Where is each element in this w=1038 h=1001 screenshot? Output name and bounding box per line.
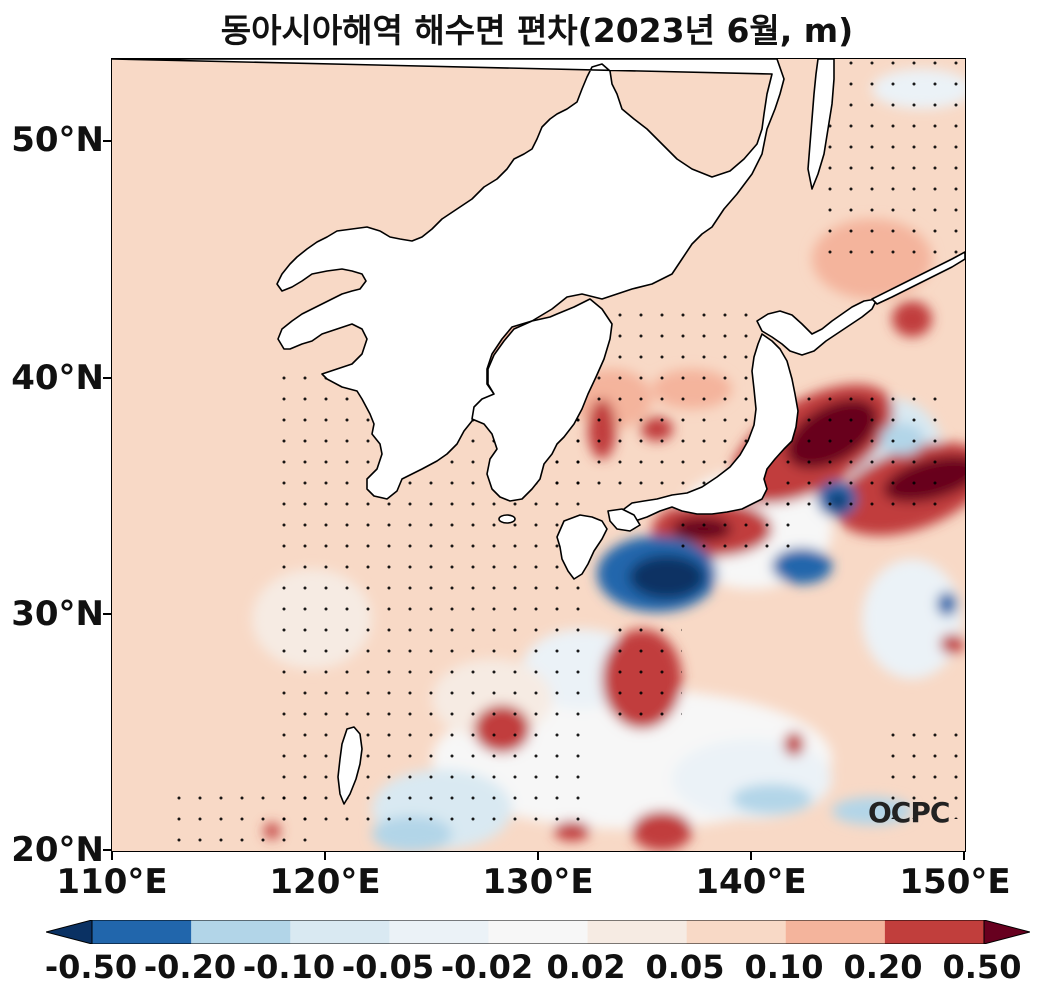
ocpc-watermark: OCPC [868, 796, 950, 829]
japan-shikoku [607, 508, 641, 532]
colorbar-over-arrow [983, 920, 1030, 944]
lon-label-150e: 150°E [899, 862, 1011, 902]
colorbar [46, 920, 1030, 944]
colorbar-segment [884, 920, 985, 944]
lon-tick-140e [750, 852, 752, 860]
colorbar-label: -0.20 [143, 948, 237, 986]
coastlines [112, 59, 965, 805]
colorbar-label: -0.50 [44, 948, 138, 986]
colorbar-label: -0.10 [242, 948, 336, 986]
japan-hokkaido [756, 298, 878, 356]
colorbar-label: 0.05 [645, 948, 725, 986]
continent-landmass [112, 59, 785, 500]
colorbar-under-arrow [46, 920, 93, 944]
colorbar-label: -0.02 [440, 948, 534, 986]
colorbar-segment [92, 920, 192, 944]
lat-tick-20n [103, 849, 111, 851]
lat-tick-50n [103, 140, 111, 142]
korean-peninsula [471, 298, 613, 502]
colorbar-label: 0.20 [843, 948, 923, 986]
japan-kyushu [556, 514, 608, 580]
lon-label-140e: 140°E [695, 862, 807, 902]
colorbar-segment [587, 920, 688, 944]
lon-tick-150e [963, 852, 965, 860]
lon-tick-120e [324, 852, 326, 860]
colorbar-segment [290, 920, 390, 944]
colorbar-segment [488, 920, 589, 944]
lon-label-130e: 130°E [482, 862, 594, 902]
lat-label-40n: 40°N [11, 358, 104, 398]
lat-label-20n: 20°N [11, 830, 104, 870]
lat-label-50n: 50°N [11, 120, 104, 160]
lat-label-30n: 30°N [11, 594, 104, 634]
colorbar-segment [191, 920, 291, 944]
colorbar-segments [92, 920, 985, 944]
colorbar-label: -0.05 [341, 948, 435, 986]
colorbar-label: 0.10 [744, 948, 824, 986]
map-title: 동아시아해역 해수면 편차(2023년 6월, m) [220, 11, 854, 50]
sea-level-anomaly-map [111, 58, 966, 852]
colorbar-label: 0.02 [546, 948, 626, 986]
lon-tick-130e [537, 852, 539, 860]
lon-label-110e: 110°E [56, 862, 168, 902]
colorbar-segment [785, 920, 886, 944]
colorbar-border [91, 920, 985, 944]
map-canvas [112, 59, 965, 851]
colorbar-segment [389, 920, 489, 944]
colorbar-segment [686, 920, 787, 944]
kuril-islands [871, 251, 965, 305]
lat-tick-30n [103, 613, 111, 615]
taiwan-island [337, 726, 363, 805]
japan-honshu [623, 333, 799, 522]
lat-tick-40n [103, 377, 111, 379]
colorbar-label: 0.50 [942, 948, 1022, 986]
jeju-island [498, 514, 516, 524]
lon-label-120e: 120°E [269, 862, 381, 902]
sakhalin-island [807, 59, 835, 190]
lon-tick-110e [111, 852, 113, 860]
